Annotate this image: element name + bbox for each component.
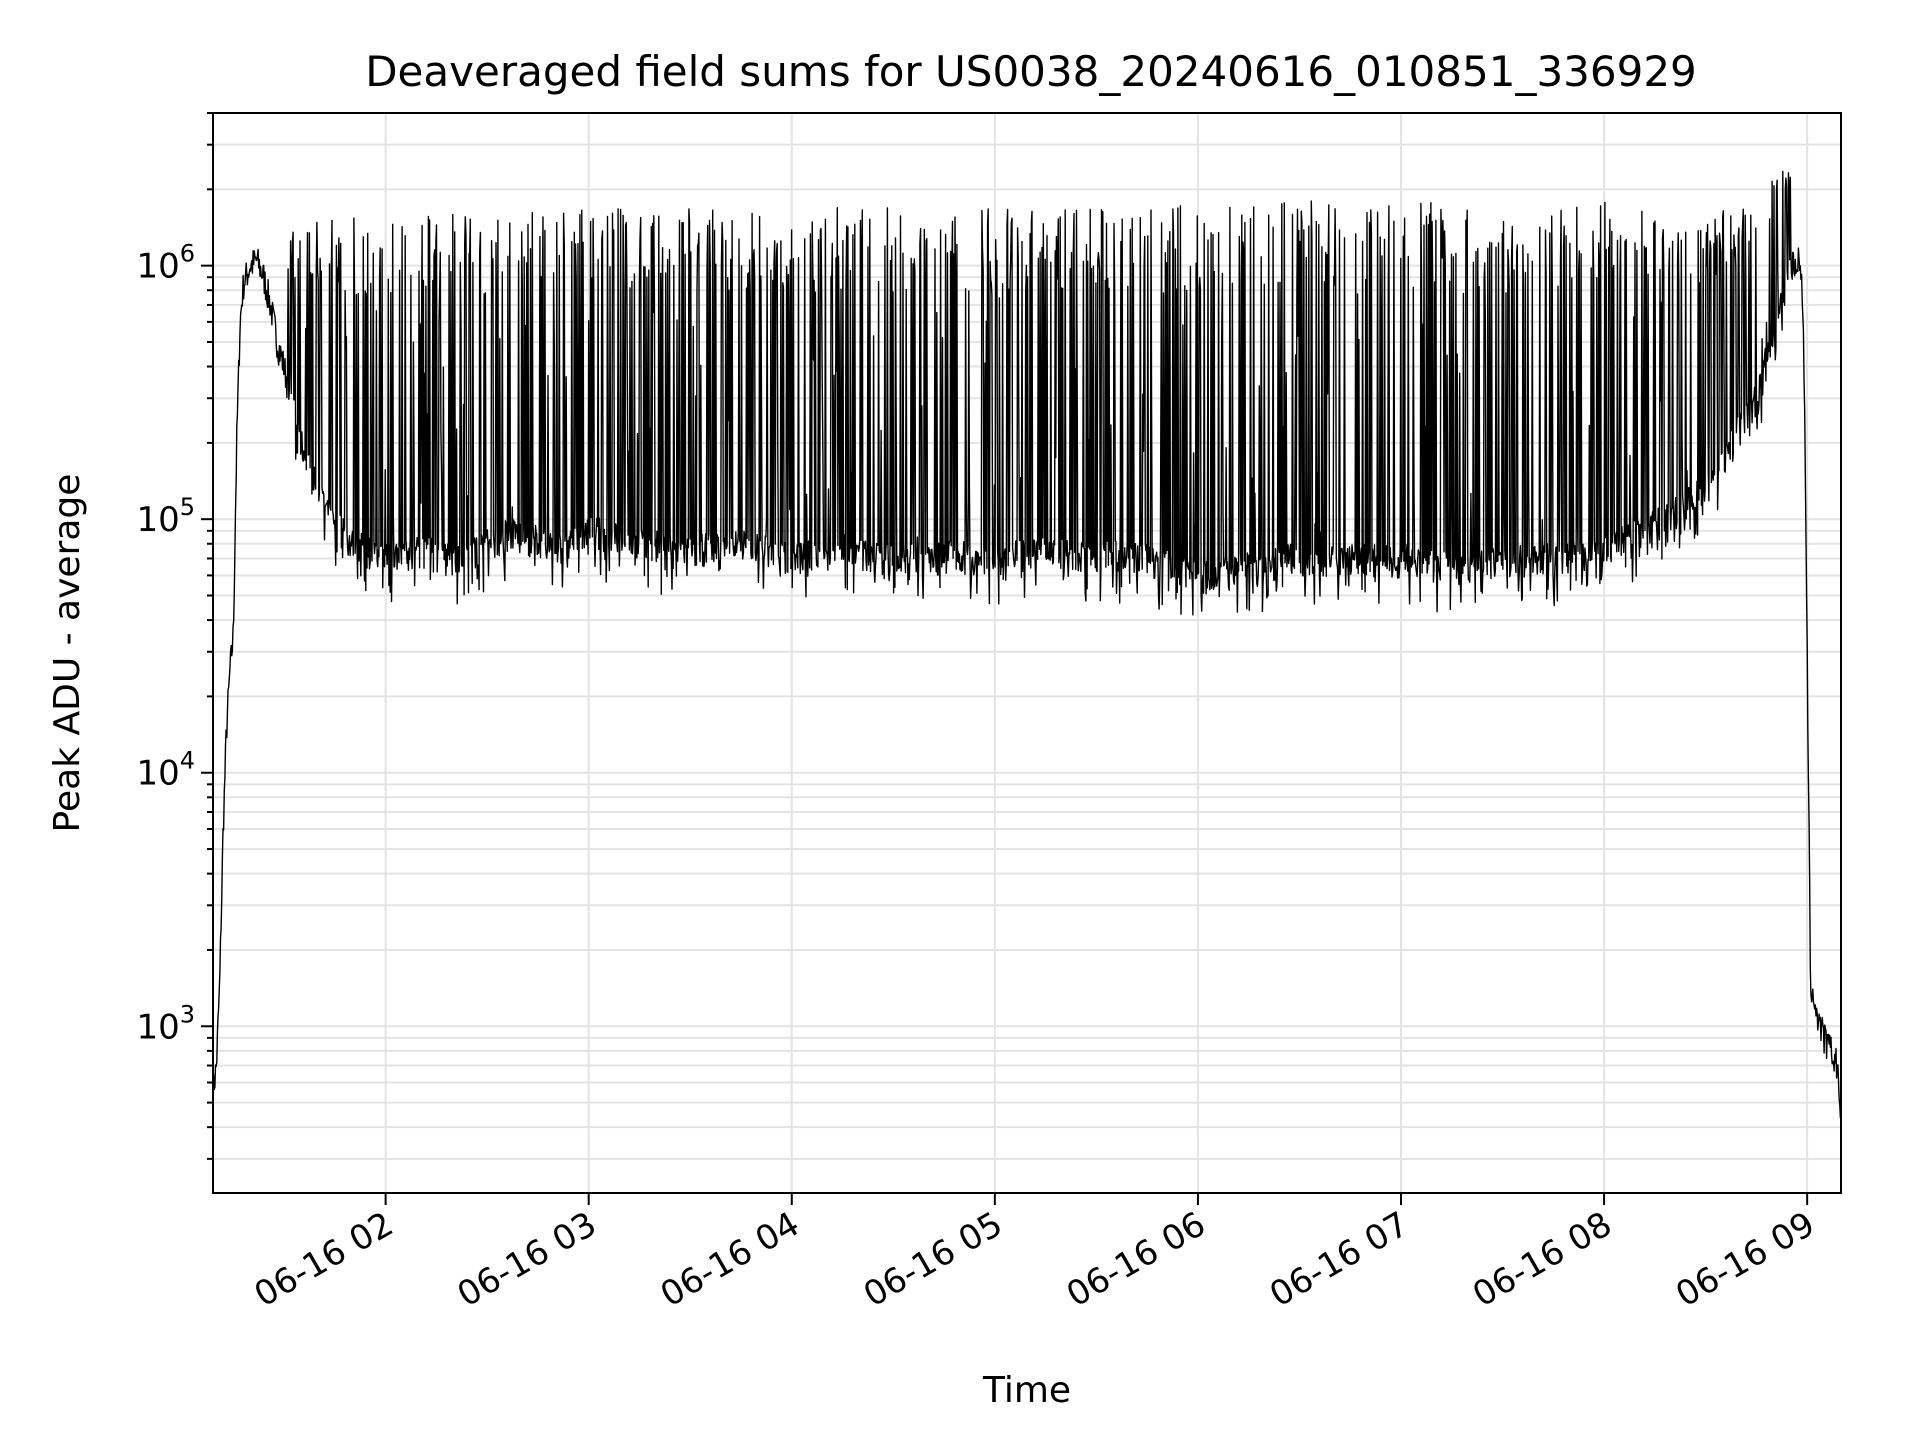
y-tick-base: 10 xyxy=(136,247,179,287)
chart-title: Deaveraged field sums for US0038_2024061… xyxy=(365,47,1697,96)
y-tick-label: 106 xyxy=(136,240,195,287)
y-tick-exponent: 5 xyxy=(180,493,195,521)
y-axis-label: Peak ADU - average xyxy=(47,474,88,833)
y-tick-exponent: 3 xyxy=(180,1000,195,1028)
y-tick-label: 105 xyxy=(136,493,195,540)
x-axis-label: Time xyxy=(982,1370,1071,1411)
y-tick-label: 103 xyxy=(136,1000,195,1047)
series-layer xyxy=(212,170,1842,1119)
y-tick-base: 10 xyxy=(136,500,179,540)
series-line xyxy=(212,170,1842,1119)
y-tick-label: 104 xyxy=(136,747,195,794)
y-tick-base: 10 xyxy=(136,1007,179,1047)
plot-frame xyxy=(212,112,1842,1194)
y-tick-exponent: 6 xyxy=(180,240,195,268)
y-tick-exponent: 4 xyxy=(180,747,195,775)
y-tick-base: 10 xyxy=(136,754,179,794)
